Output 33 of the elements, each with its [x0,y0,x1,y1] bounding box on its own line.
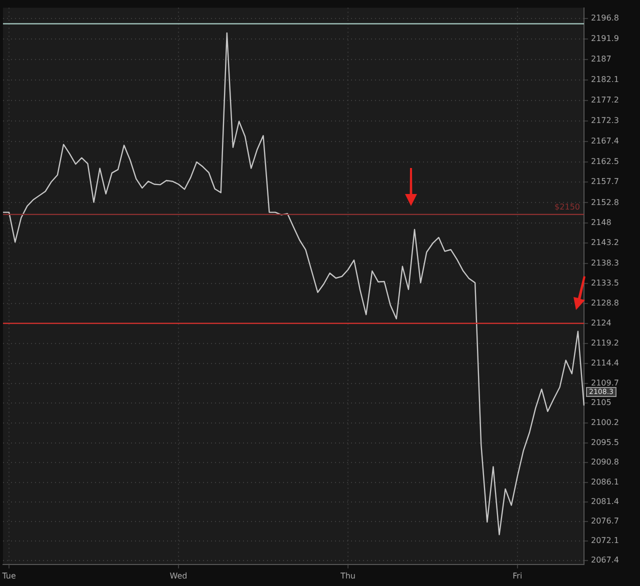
y-tick-label: 2167.4 [591,136,619,146]
x-tick-label: Thu [339,571,356,580]
y-tick-label: 2086.1 [591,477,619,486]
y-tick-label: 2076.7 [591,516,619,526]
y-tick-label: 2157.7 [591,177,619,186]
y-tick-label: 2187 [591,54,612,64]
y-tick-label: 2182.1 [591,74,619,84]
y-tick-label: 2100.2 [591,418,619,428]
x-tick-label: Wed [170,571,188,580]
y-tick-label: 2196.8 [591,13,619,22]
y-tick-label: 2105 [591,398,612,408]
y-tick-label: 2114.4 [591,358,619,368]
y-tick-label: 2191.9 [591,34,619,43]
y-tick-label: 2067.4 [591,556,619,565]
y-tick-label: 2109.7 [591,378,619,388]
y-tick-label: 2090.8 [591,458,619,467]
y-tick-label: 2148 [591,218,612,227]
y-tick-label: 2128.8 [591,298,619,308]
y-tick-label: 2177.2 [591,96,619,105]
y-tick-label: 2138.3 [591,258,619,268]
y-tick-label: 2152.8 [591,198,619,207]
y-tick-label: 2133.5 [591,278,619,288]
x-tick-label: Fri [512,571,522,580]
ref-line-label: $2150 [554,202,580,212]
y-tick-label: 2162.5 [591,157,619,166]
y-tick-label: 2081.4 [591,497,619,506]
y-tick-label: 2124 [591,318,612,328]
y-tick-label: 2143.2 [591,238,619,248]
x-tick-label: Tue [1,571,16,580]
y-tick-label: 2172.3 [591,116,619,126]
y-tick-label: 2072.1 [591,536,619,546]
y-tick-label: 2095.5 [591,438,619,447]
y-tick-label: 2119.2 [591,338,619,348]
